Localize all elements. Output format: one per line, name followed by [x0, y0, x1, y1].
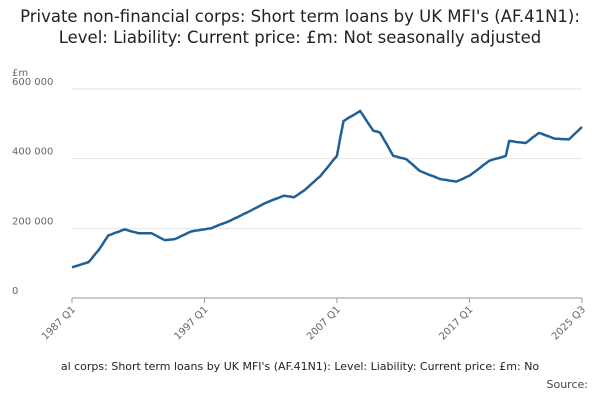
x-tick-label: 1987 Q1	[40, 304, 78, 342]
y-axis-label: £m	[12, 68, 28, 79]
x-tick-label: 1997 Q1	[172, 304, 210, 342]
chart-title: Private non-financial corps: Short term …	[20, 7, 580, 47]
y-tick-label: 600 000	[12, 77, 53, 88]
y-tick-label: 400 000	[12, 147, 53, 158]
y-tick-label: 200 000	[12, 216, 53, 227]
x-tick-label: 2025 Q3	[550, 304, 588, 342]
series-line	[71, 109, 583, 269]
footer: al corps: Short term loans by UK MFI's (…	[61, 360, 540, 373]
x-tick-label: 2017 Q1	[437, 304, 475, 342]
y-tick-label: 0	[12, 286, 18, 297]
x-tick-label: 2007 Q1	[305, 304, 343, 342]
source: Source:	[547, 378, 589, 391]
